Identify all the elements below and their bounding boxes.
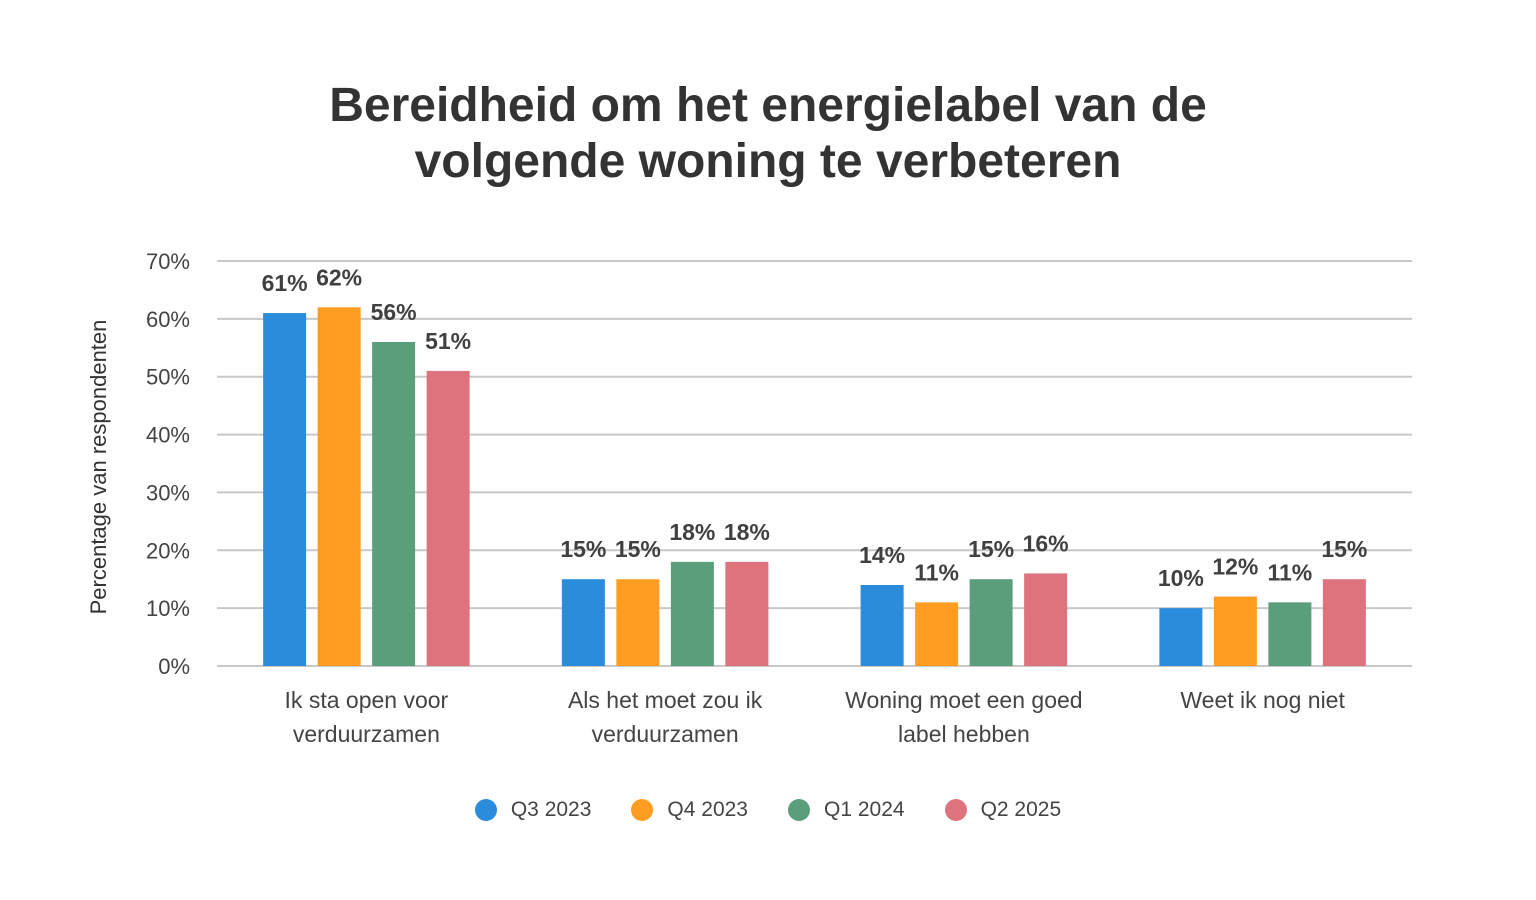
y-tick-label: 70%: [146, 249, 190, 274]
legend: Q3 2023 Q4 2023 Q1 2024 Q2 2025: [0, 798, 1536, 822]
data-label: 18%: [669, 519, 715, 545]
data-label: 61%: [262, 270, 308, 296]
bar: [561, 579, 605, 666]
x-tick-label: verduurzamen: [592, 721, 739, 747]
bar: [372, 342, 416, 666]
legend-swatch: [631, 799, 654, 821]
x-tick-label: label hebben: [898, 721, 1030, 747]
legend-swatch: [788, 799, 810, 821]
bar: [263, 313, 307, 666]
x-tick-label: Woning moet een goed: [845, 687, 1082, 713]
legend-item: Q4 2023: [631, 798, 748, 822]
x-tick-label: Weet ik nog niet: [1180, 687, 1345, 713]
legend-swatch: [944, 799, 967, 821]
bar: [317, 307, 361, 666]
data-label: 14%: [859, 542, 905, 568]
y-tick-label: 30%: [146, 480, 190, 505]
gridlines: [217, 260, 1412, 667]
legend-label: Q2 2025: [980, 798, 1062, 821]
chart-title-line-2: volgende woning te verbeteren: [414, 135, 1122, 188]
x-tick-label: verduurzamen: [293, 721, 440, 747]
chart-title-line-1: Bereidheid om het energielabel van de: [329, 79, 1207, 132]
bar: [860, 585, 904, 666]
data-label: 11%: [1267, 559, 1312, 585]
bar: [1322, 579, 1366, 666]
data-label: 10%: [1158, 565, 1204, 591]
y-tick-label: 20%: [146, 538, 190, 563]
legend-item: Q3 2023: [474, 798, 592, 822]
y-tick-label: 50%: [146, 365, 190, 390]
data-label: 15%: [968, 536, 1014, 562]
bar: [969, 579, 1013, 666]
data-label: 62%: [316, 264, 362, 290]
y-axis-title: Percentage van respondenten: [86, 320, 111, 615]
bar: [1159, 608, 1203, 666]
data-label: 51%: [425, 328, 471, 354]
legend-item: Q2 2025: [944, 798, 1062, 822]
data-label: 11%: [914, 559, 959, 585]
bar: [670, 561, 714, 666]
data-label: 18%: [724, 519, 770, 545]
y-tick-label: 60%: [146, 307, 190, 332]
bar: [1213, 596, 1257, 666]
data-label: 15%: [560, 536, 606, 562]
legend-item: Q1 2024: [788, 798, 905, 822]
bar: [1024, 573, 1068, 666]
bar: [725, 561, 769, 666]
y-axis-ticks: 0% 10% 20% 30% 40% 50% 60% 70%: [146, 249, 190, 679]
legend-swatch: [474, 799, 497, 821]
bars: [263, 307, 1366, 666]
data-label: 12%: [1212, 554, 1258, 580]
legend-label: Q4 2023: [667, 798, 748, 821]
x-tick-label: Als het moet zou ik: [568, 687, 763, 713]
y-tick-label: 40%: [146, 423, 190, 448]
legend-label: Q1 2024: [824, 798, 905, 821]
legend-label: Q3 2023: [510, 798, 592, 821]
bar: [915, 602, 959, 666]
chart-title: Bereidheid om het energielabel van de vo…: [0, 78, 1536, 190]
data-label: 15%: [1321, 536, 1367, 562]
x-axis-labels: Ik sta open voor verduurzamen Als het moet…: [285, 687, 1346, 747]
data-label: 56%: [371, 299, 417, 325]
y-tick-label: 10%: [146, 596, 190, 621]
y-tick-label: 0%: [158, 654, 190, 679]
bar: [616, 579, 660, 666]
x-tick-label: Ik sta open voor: [285, 687, 449, 713]
bar: [1268, 602, 1312, 666]
data-label: 15%: [615, 536, 661, 562]
data-labels: 61% 62% 56% 51% 15% 15% 18% 18% 14% 11% 15% 16% 10% 1…: [262, 264, 1368, 591]
data-label: 16%: [1023, 530, 1069, 556]
bar: [426, 370, 470, 666]
